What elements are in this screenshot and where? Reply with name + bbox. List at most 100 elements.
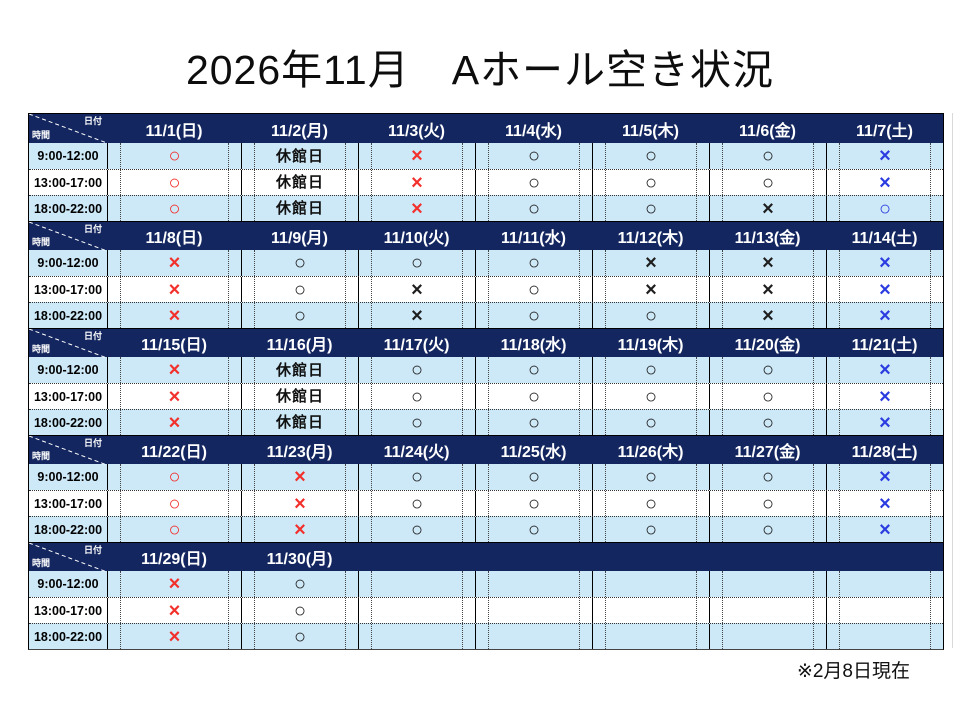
availability-symbol: ○	[644, 518, 658, 541]
availability-cell: ○	[475, 384, 592, 409]
cell-right-strip	[228, 624, 241, 649]
availability-cell: ○	[592, 384, 709, 409]
cell-center: ○	[723, 464, 813, 490]
cell-right-strip	[579, 410, 592, 435]
cell-center: ×	[255, 517, 345, 542]
cell-left-strip	[108, 303, 121, 328]
cell-center: ○	[372, 517, 462, 542]
availability-cell	[709, 598, 826, 623]
cell-right-strip	[696, 170, 709, 195]
cell-center: ×	[372, 170, 462, 195]
availability-cell: ○	[475, 357, 592, 383]
corner-time-label: 時間	[32, 237, 51, 247]
availability-symbol: ○	[168, 171, 181, 194]
corner-cell: 日付 時間	[29, 114, 107, 143]
cell-right-strip	[930, 410, 943, 435]
cell-right-strip	[228, 250, 241, 276]
cell-left-strip	[108, 624, 121, 649]
cell-right-strip	[696, 277, 709, 302]
cell-center: ○	[606, 143, 696, 169]
cell-left-strip	[827, 250, 840, 276]
availability-cell	[475, 624, 592, 649]
availability-cell: ×	[826, 357, 943, 383]
cell-right-strip	[930, 624, 943, 649]
cell-center: ○	[489, 357, 579, 383]
date-header: 11/15(日)	[141, 337, 207, 354]
cell-left-strip	[827, 571, 840, 597]
cell-right-strip	[462, 196, 475, 221]
availability-cell: ○	[358, 517, 475, 542]
availability-cell: ○	[709, 384, 826, 409]
cell-center: ×	[121, 598, 228, 623]
cell-right-strip	[813, 598, 826, 623]
availability-cell	[358, 598, 475, 623]
availability-symbol: ×	[294, 492, 306, 515]
availability-symbol: 休館日	[275, 200, 324, 217]
cell-center: ○	[489, 250, 579, 276]
availability-symbol: ○	[293, 625, 307, 648]
availability-symbol: ×	[168, 278, 181, 301]
availability-cell: ○	[358, 491, 475, 516]
availability-cell: ○	[592, 464, 709, 490]
availability-cell: ○	[475, 410, 592, 435]
time-slot-row: 9:00-12:00 ○ 休館日 × ○ ○ ○ ×	[29, 143, 943, 169]
cell-right-strip	[345, 517, 358, 542]
cell-center: ○	[372, 464, 462, 490]
cell-center: ○	[255, 571, 345, 597]
date-header: 11/19(木)	[617, 337, 684, 354]
cell-left-strip	[827, 517, 840, 542]
availability-cell	[826, 598, 943, 623]
week-2-header-row: 日付 時間 11/8(日) 11/9(月) 11/10(火) 11/11(水) 11/12(…	[29, 221, 943, 251]
availability-cell: ×	[358, 170, 475, 195]
cell-right-strip	[579, 491, 592, 516]
cell-center: 休館日	[255, 170, 345, 195]
time-label: 9:00-12:00	[37, 470, 99, 484]
availability-symbol: ×	[879, 145, 891, 167]
date-header: 11/17(火)	[383, 337, 450, 354]
cell-left-strip	[476, 170, 489, 195]
time-slot-row: 18:00-22:00 × ○ × ○ ○ × ×	[29, 302, 943, 328]
cell-right-strip	[462, 384, 475, 409]
date-header: 11/7(土)	[856, 122, 913, 140]
availability-cell: ○	[241, 303, 358, 328]
cell-right-strip	[696, 250, 709, 276]
time-slot-row: 13:00-17:00 × 休館日 ○ ○ ○ ○ ×	[29, 383, 943, 409]
availability-cell: ○	[107, 464, 241, 490]
cell-center	[840, 571, 930, 597]
availability-cell: ×	[826, 277, 943, 302]
cell-left-strip	[593, 250, 606, 276]
availability-cell: ○	[709, 464, 826, 490]
cell-center	[723, 624, 813, 649]
cell-center: ○	[723, 384, 813, 409]
availability-cell: ○	[592, 303, 709, 328]
cell-center: ○	[723, 170, 813, 195]
cell-left-strip	[476, 384, 489, 409]
availability-symbol: ○	[527, 197, 541, 220]
availability-cell: ○	[709, 143, 826, 169]
cell-right-strip	[930, 250, 943, 276]
cell-right-strip	[813, 143, 826, 169]
availability-cell: ×	[826, 517, 943, 542]
cell-left-strip	[593, 303, 606, 328]
cell-right-strip	[696, 571, 709, 597]
availability-symbol: ○	[878, 197, 892, 220]
availability-symbol: ×	[168, 359, 181, 381]
availability-cell	[709, 571, 826, 597]
cell-right-strip	[462, 143, 475, 169]
cell-right-strip	[579, 277, 592, 302]
cell-right-strip	[579, 464, 592, 490]
spreadsheet-gridline	[952, 113, 953, 648]
cell-center: ×	[121, 357, 228, 383]
cell-center: ○	[606, 491, 696, 516]
cell-left-strip	[359, 277, 372, 302]
availability-symbol: ○	[293, 573, 307, 595]
availability-symbol: ○	[761, 145, 775, 167]
time-slot-row: 9:00-12:00 × ○ ○ ○ × × ×	[29, 250, 943, 276]
cell-right-strip	[462, 277, 475, 302]
cell-right-strip	[462, 624, 475, 649]
cell-center: ×	[723, 250, 813, 276]
page-title: 2026年11月 Aホール空き状況	[185, 47, 775, 93]
cell-right-strip	[813, 384, 826, 409]
cell-left-strip	[108, 277, 121, 302]
cell-center	[840, 624, 930, 649]
